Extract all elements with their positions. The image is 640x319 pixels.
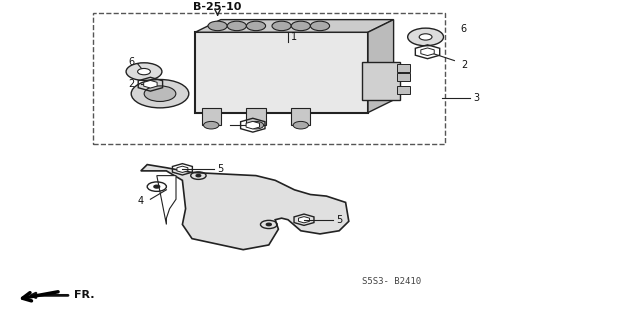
Bar xyxy=(246,108,266,125)
Bar xyxy=(291,108,310,125)
Bar xyxy=(362,62,400,100)
Polygon shape xyxy=(157,176,176,225)
Text: 5: 5 xyxy=(218,164,224,174)
Polygon shape xyxy=(246,121,259,129)
Circle shape xyxy=(310,21,330,31)
Polygon shape xyxy=(298,217,310,223)
Polygon shape xyxy=(368,19,394,113)
Polygon shape xyxy=(177,166,188,173)
Polygon shape xyxy=(195,19,394,32)
Circle shape xyxy=(266,223,271,226)
Circle shape xyxy=(227,21,246,31)
Circle shape xyxy=(419,34,432,40)
FancyBboxPatch shape xyxy=(195,32,368,113)
Polygon shape xyxy=(421,48,434,56)
Polygon shape xyxy=(144,80,157,88)
Circle shape xyxy=(248,122,264,129)
Circle shape xyxy=(246,21,266,31)
Text: 2: 2 xyxy=(461,60,467,70)
Bar xyxy=(202,108,221,125)
Circle shape xyxy=(154,185,160,188)
Circle shape xyxy=(196,174,201,177)
Text: 5: 5 xyxy=(336,215,342,225)
Text: 1: 1 xyxy=(211,120,218,130)
Circle shape xyxy=(144,86,176,101)
Text: 2: 2 xyxy=(128,79,134,89)
Text: 4: 4 xyxy=(138,196,144,206)
Circle shape xyxy=(138,69,150,75)
Text: 1: 1 xyxy=(291,32,298,42)
Circle shape xyxy=(272,21,291,31)
Polygon shape xyxy=(141,165,349,250)
Text: 3: 3 xyxy=(474,93,480,103)
Circle shape xyxy=(131,79,189,108)
Bar xyxy=(93,13,445,144)
Text: 6: 6 xyxy=(128,57,134,67)
Circle shape xyxy=(408,28,444,46)
Circle shape xyxy=(204,122,219,129)
Bar xyxy=(397,73,410,81)
Text: B-25-10: B-25-10 xyxy=(193,2,242,12)
Circle shape xyxy=(208,21,227,31)
Circle shape xyxy=(291,21,310,31)
Circle shape xyxy=(126,63,162,80)
Text: FR.: FR. xyxy=(31,290,94,300)
Bar xyxy=(397,64,410,71)
Text: 6: 6 xyxy=(461,24,467,34)
Circle shape xyxy=(293,122,308,129)
Bar xyxy=(397,86,410,94)
Text: S5S3- B2410: S5S3- B2410 xyxy=(362,277,420,286)
